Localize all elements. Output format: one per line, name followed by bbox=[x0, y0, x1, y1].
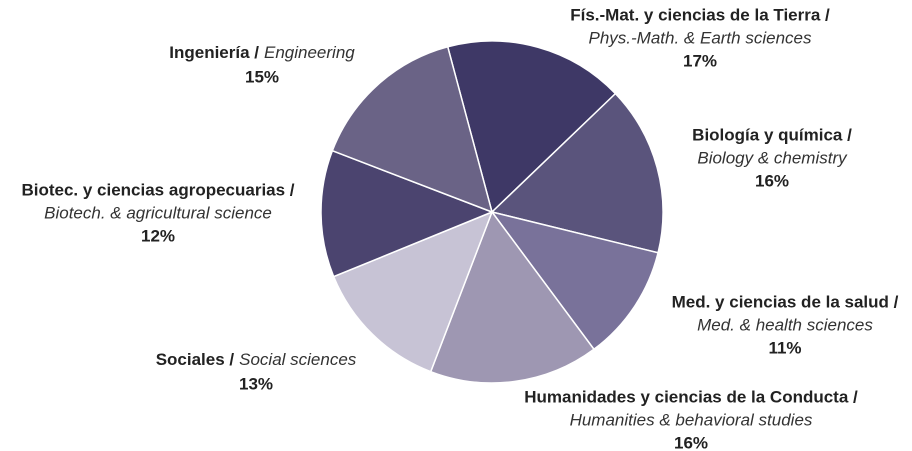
value-label: 12% bbox=[141, 226, 175, 245]
subcategory-label: Biotech. & agricultural science bbox=[44, 203, 272, 222]
value-label: 16% bbox=[755, 171, 789, 190]
slice bbox=[331, 45, 494, 214]
subcategory-label: Humanities & behavioral studies bbox=[570, 410, 813, 429]
category-label: Biotec. y ciencias agropecuarias / bbox=[21, 180, 294, 199]
value-label: 16% bbox=[674, 433, 708, 451]
slice bbox=[429, 210, 596, 384]
subcategory-label: Engineering bbox=[264, 43, 355, 62]
slice bbox=[320, 149, 495, 278]
category-label: Ingeniería / bbox=[169, 43, 259, 62]
value-label: 13% bbox=[239, 374, 273, 393]
subcategory-label: Social sciences bbox=[239, 350, 357, 369]
value-label: 11% bbox=[768, 338, 801, 357]
slice bbox=[490, 210, 659, 351]
category-label: Med. y ciencias de la salud / bbox=[672, 292, 899, 311]
subcategory-label: Med. & health sciences bbox=[697, 315, 873, 334]
category-label: Biología y química / bbox=[692, 125, 852, 144]
slice bbox=[446, 40, 617, 214]
slice-label: Ingeniería / Engineering bbox=[169, 43, 355, 62]
subcategory-label: Biology & chemistry bbox=[697, 148, 848, 167]
slice-label: Sociales / Social sciences bbox=[156, 350, 357, 369]
category-label: Sociales / bbox=[156, 350, 235, 369]
subcategory-label: Phys.-Math. & Earth sciences bbox=[589, 28, 812, 47]
slice bbox=[490, 92, 664, 254]
value-label: 15% bbox=[245, 67, 279, 86]
slice bbox=[332, 210, 494, 373]
value-label: 17% bbox=[683, 51, 717, 70]
category-label: Fís.-Mat. y ciencias de la Tierra / bbox=[570, 5, 830, 24]
category-label: Humanidades y ciencias de la Conducta / bbox=[524, 387, 858, 406]
